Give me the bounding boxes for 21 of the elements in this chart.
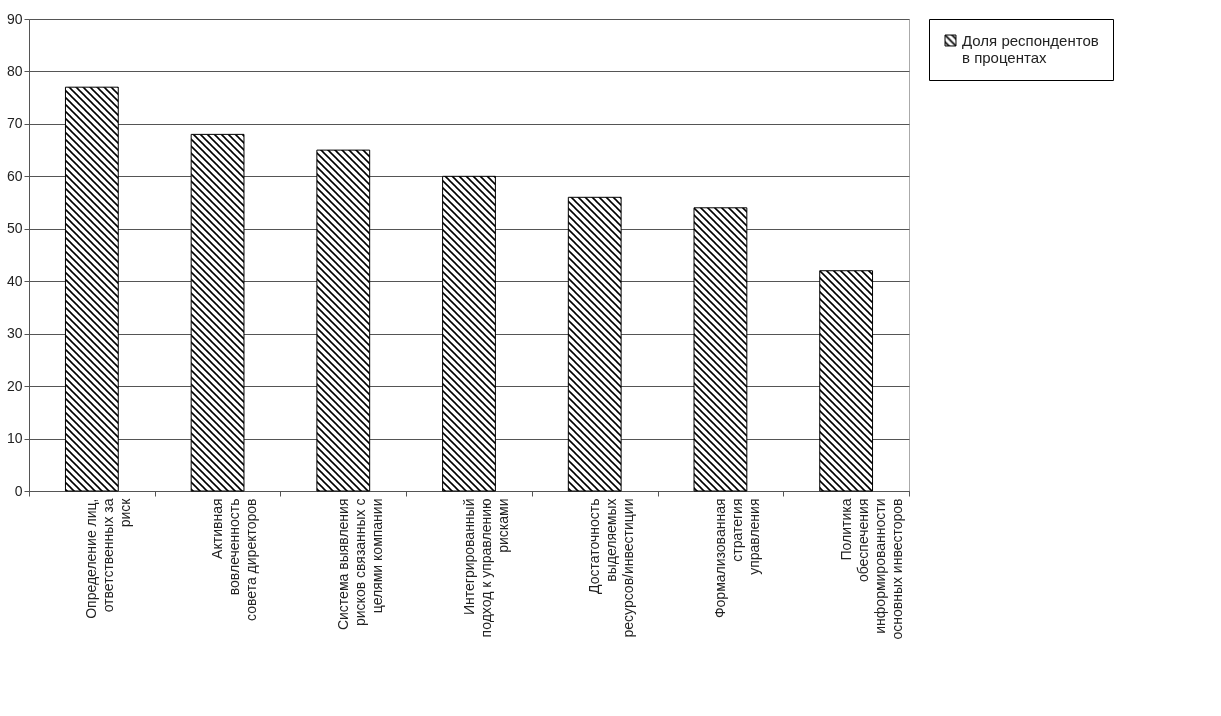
y-tick-label: 40 <box>6 272 23 289</box>
y-tick-label: 50 <box>6 220 23 237</box>
x-tick-label: Определение лиц, ответственных за риск <box>83 497 134 619</box>
x-tick-label: Формализованная стратегия управления <box>711 498 762 619</box>
y-tick-label: 80 <box>6 62 23 79</box>
bar <box>567 196 622 492</box>
y-tick-label: 70 <box>6 115 23 132</box>
x-tick-label: Интегрированный подход к управлению рисками <box>460 498 511 638</box>
bar <box>190 133 245 492</box>
bar <box>819 270 874 492</box>
bar <box>64 86 119 492</box>
legend-label: Доля респондентов в процентах <box>962 31 1099 66</box>
bar <box>316 149 371 492</box>
y-tick-label: 20 <box>6 377 23 394</box>
bar <box>442 175 496 492</box>
y-tick-label: 60 <box>6 167 23 184</box>
y-tick-label: 30 <box>6 325 23 342</box>
y-tick-label: 10 <box>6 430 23 447</box>
y-tick-label: 90 <box>6 10 23 27</box>
bar <box>693 207 748 492</box>
y-tick-label: 0 <box>14 482 23 499</box>
